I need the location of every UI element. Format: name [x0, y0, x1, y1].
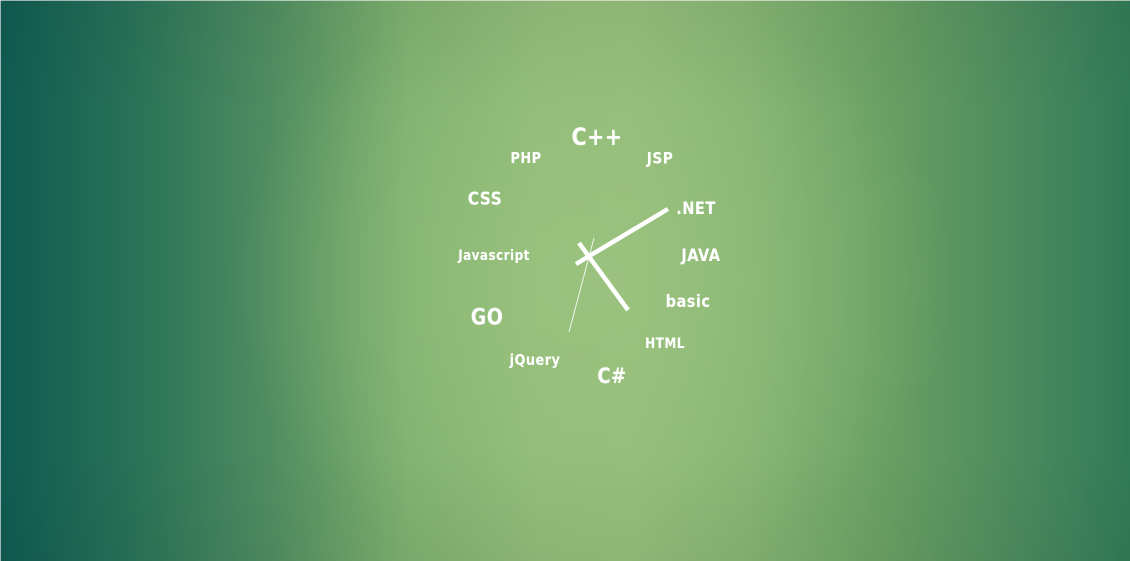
top-border	[0, 0, 1130, 1]
clock-label-html: HTML	[645, 336, 685, 352]
second-hand	[568, 237, 595, 333]
left-border	[0, 0, 1, 561]
clock-label-dotnet: .NET	[676, 199, 716, 219]
clock-label-jsp: JSP	[646, 148, 674, 168]
clock-label-javascript: Javascript	[458, 248, 530, 264]
hour-hand	[577, 241, 630, 312]
clock-label-jquery: jQuery	[509, 351, 561, 369]
clock-label-go: GO	[470, 305, 504, 331]
clock-label-php: PHP	[510, 149, 542, 167]
clock-label-java: JAVA	[681, 246, 721, 266]
minute-hand	[574, 207, 670, 266]
clock-label-css: CSS	[467, 188, 503, 210]
clock-label-cpp: C++	[571, 123, 623, 151]
clock-label-basic: basic	[665, 292, 711, 312]
clock-label-csharp: C#	[597, 364, 627, 388]
